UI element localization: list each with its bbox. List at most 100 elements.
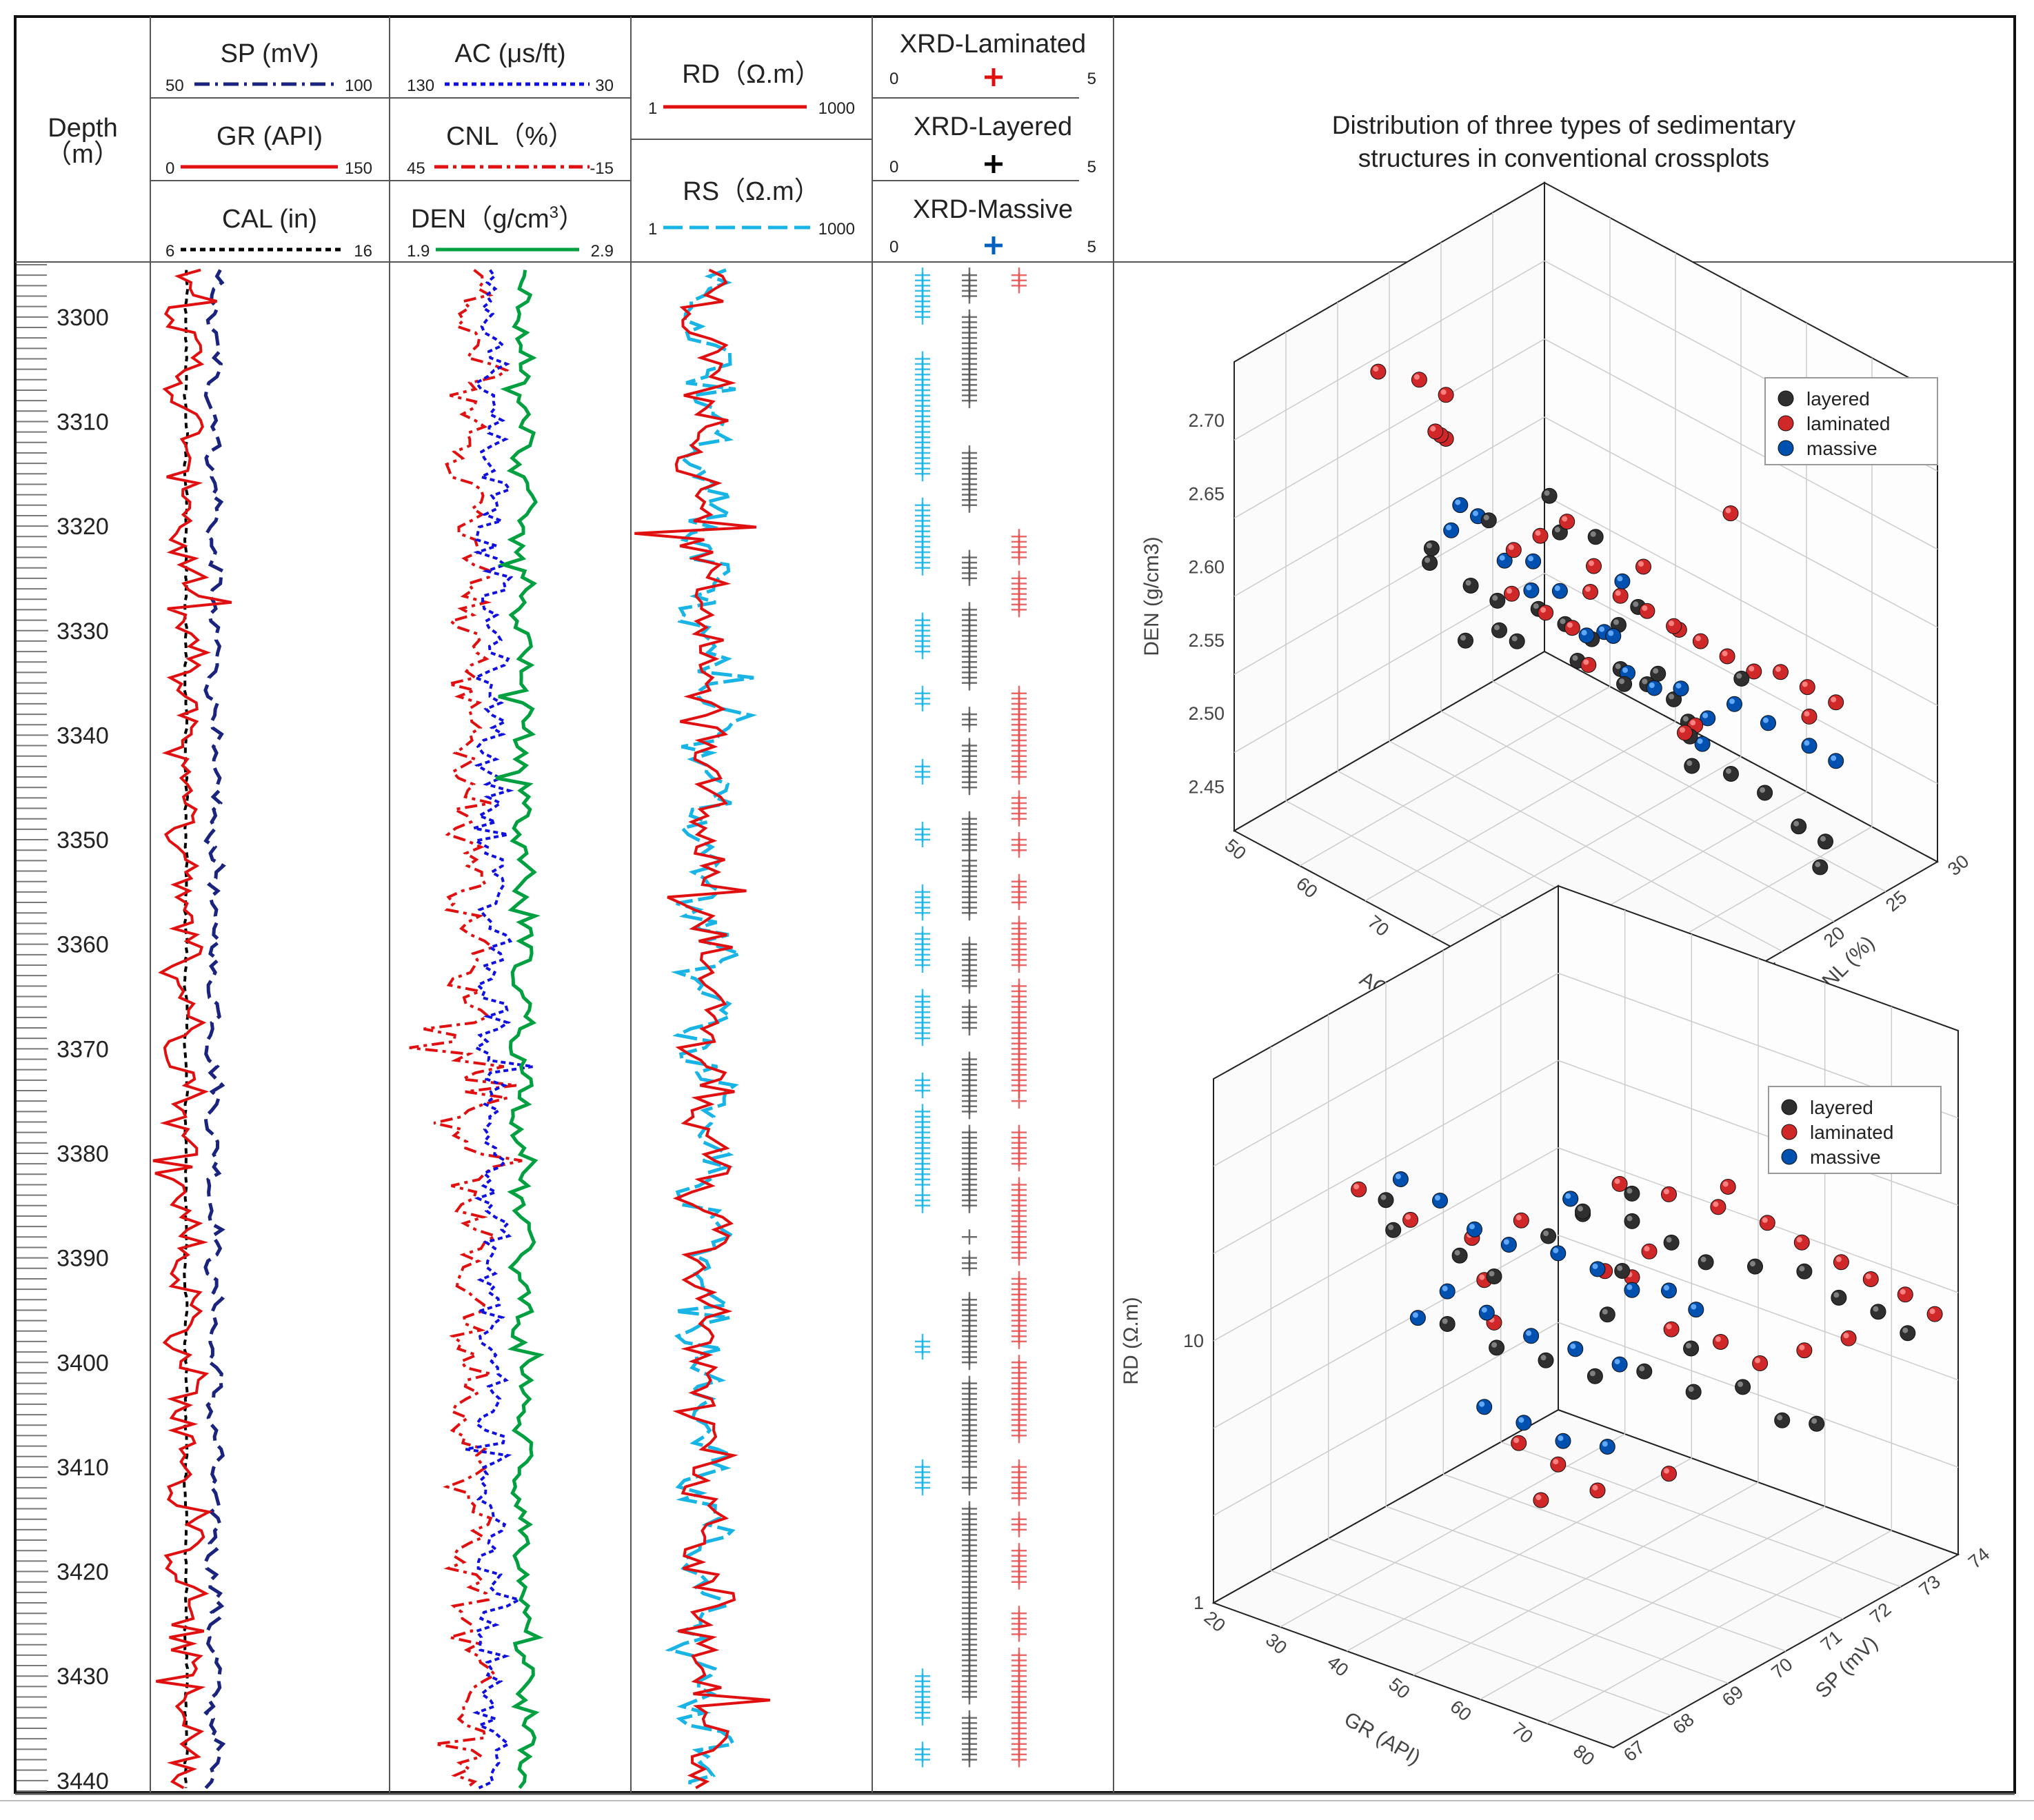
point-highlight [1736, 673, 1742, 679]
point-highlight [1695, 636, 1701, 642]
point-laminated [1661, 1186, 1677, 1202]
legend-marker-massive [1781, 1149, 1798, 1165]
depth-tick-label: 3340 [57, 722, 109, 749]
point-highlight [1395, 1173, 1401, 1180]
point-layered [1489, 592, 1506, 609]
ac-max: 30 [595, 77, 614, 95]
point-highlight [1583, 659, 1589, 665]
point-laminated [1773, 664, 1789, 680]
point-highlight [1627, 1215, 1633, 1222]
crossplot-title-line1: Distribution of three types of sedimenta… [1332, 111, 1796, 139]
xrd-massive-mark [915, 1344, 930, 1360]
point-laminated [1635, 558, 1651, 575]
xrd-track [915, 267, 1027, 1768]
point-highlight [1570, 1343, 1576, 1349]
den-label: DEN（g/cm3） [411, 203, 585, 234]
point-highlight [1804, 740, 1810, 746]
point-highlight [1929, 1308, 1935, 1315]
point-laminated [1752, 1355, 1769, 1371]
point-highlight [1503, 1239, 1509, 1245]
point-highlight [1820, 836, 1826, 842]
point-laminated [1586, 558, 1602, 574]
massive-min: 0 [889, 238, 898, 256]
cnl-max: -15 [590, 159, 614, 178]
point-highlight [1578, 1206, 1583, 1212]
point-highlight [1835, 1256, 1842, 1262]
point-highlight [1481, 1307, 1487, 1313]
layered-min: 0 [889, 158, 898, 176]
rs-max: 1000 [818, 220, 855, 239]
point-highlight [1799, 1344, 1805, 1351]
layered-header: XRD-Layered 0 5 [889, 112, 1096, 176]
point-massive [1551, 583, 1568, 599]
den-label-close: ） [558, 205, 585, 234]
sp-max: 100 [345, 77, 372, 95]
point-massive [1624, 1282, 1640, 1298]
point-highlight [1617, 576, 1623, 582]
z-axis-title: RD (Ω.m) [1120, 1297, 1142, 1384]
point-highlight [1492, 595, 1498, 601]
point-layered [1540, 1228, 1557, 1244]
point-highlight [1540, 607, 1547, 613]
z-tick-label: 2.45 [1188, 776, 1225, 797]
point-laminated [1589, 1482, 1606, 1499]
point-highlight [1589, 560, 1594, 567]
xrd-massive-mark [915, 832, 930, 848]
rs-min: 1 [648, 220, 657, 239]
y-tick-label: 74 [1964, 1544, 1993, 1573]
laminated-legend-marker [985, 68, 1003, 86]
point-layered [1831, 1289, 1847, 1306]
legend-label-massive: massive [1810, 1146, 1881, 1168]
gr-header: GR (API) 0 150 [165, 122, 372, 178]
figure-frame [14, 15, 2016, 1794]
point-layered [1683, 1340, 1700, 1357]
point-layered [1747, 1258, 1763, 1275]
point-massive [1726, 696, 1742, 712]
point-highlight [1715, 1336, 1721, 1342]
point-highlight [1413, 374, 1420, 380]
legend-label-massive: massive [1806, 438, 1877, 459]
ac-min: 130 [407, 77, 434, 95]
z-axis-title: DEN (g/cm3) [1140, 536, 1163, 656]
point-highlight [1619, 678, 1625, 685]
legend-marker-laminated [1778, 415, 1794, 432]
point-laminated [1663, 1321, 1680, 1337]
sp-curve [203, 269, 226, 1790]
point-layered [1757, 785, 1773, 801]
point-highlight [1690, 720, 1696, 726]
depth-tick-label: 3390 [57, 1246, 109, 1272]
xrd-laminated-mark [1011, 811, 1027, 827]
xrd-massive-mark [915, 309, 930, 325]
xrd-layered-mark [962, 497, 977, 513]
gridline [1213, 973, 1559, 1167]
point-laminated [1427, 423, 1444, 440]
point-massive [1605, 628, 1622, 644]
rd-curve [634, 268, 770, 1790]
x-tick-label: 80 [1569, 1741, 1598, 1770]
sp-label: SP (mV) [221, 39, 319, 68]
z-tick-label: 2.65 [1188, 483, 1225, 504]
xrd-laminated-mark [1011, 1490, 1027, 1506]
point-laminated [1677, 725, 1693, 741]
gr-min: 0 [165, 159, 174, 178]
point-highlight [1446, 525, 1452, 531]
point-highlight [1440, 389, 1447, 395]
point-highlight [1533, 603, 1539, 609]
laminated-min: 0 [889, 70, 898, 88]
point-highlight [1483, 514, 1489, 520]
point-massive [1525, 553, 1542, 569]
legend-label-laminated: laminated [1806, 413, 1890, 434]
point-highlight [1799, 1266, 1805, 1272]
point-highlight [1572, 655, 1578, 661]
depth-tick-label: 3440 [57, 1768, 109, 1794]
point-layered [1480, 512, 1497, 529]
point-laminated [1641, 1243, 1658, 1260]
xrd-layered-mark [962, 1260, 977, 1276]
z-tick-label: 1 [1194, 1593, 1204, 1613]
cal-min: 6 [165, 242, 174, 261]
xrd-laminated-mark [1011, 1156, 1027, 1172]
point-highlight [1388, 1224, 1394, 1231]
point-highlight [1608, 630, 1614, 636]
